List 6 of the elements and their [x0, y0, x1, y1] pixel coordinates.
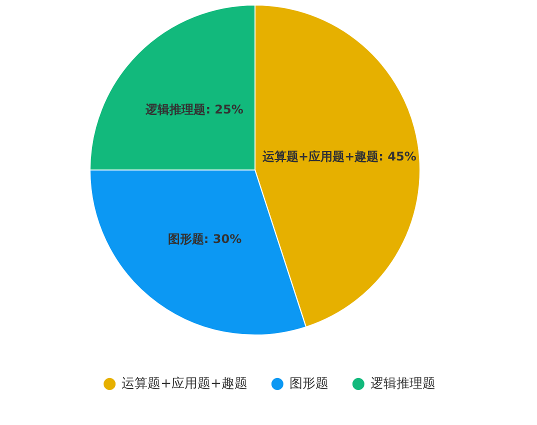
legend-label: 图形题	[289, 376, 328, 392]
legend-label: 逻辑推理题	[370, 376, 436, 392]
legend-label: 运算题+应用题+趣题	[122, 376, 248, 392]
data-label: 逻辑推理题: 25%	[144, 102, 244, 117]
data-label: 运算题+应用题+趣题: 45%	[262, 150, 416, 164]
data-label: 图形题: 30%	[168, 232, 242, 246]
